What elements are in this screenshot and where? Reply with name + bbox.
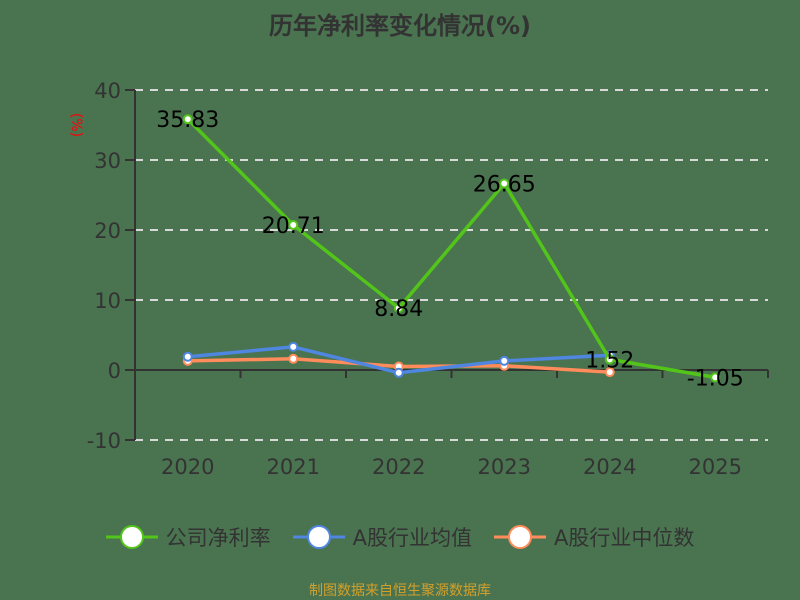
- legend-item-industry-median[interactable]: A股行业中位数: [494, 522, 694, 552]
- data-label: 8.84: [374, 297, 423, 322]
- legend-marker-industry-median-icon: [494, 525, 546, 549]
- legend-marker-company-icon: [105, 525, 158, 549]
- data-label: -1.05: [687, 366, 744, 391]
- y-tick-label: 20: [94, 219, 121, 243]
- x-tick-label: 2022: [372, 455, 425, 479]
- chart-title: 历年净利率变化情况(%): [269, 12, 531, 40]
- legend-label: A股行业中位数: [554, 526, 695, 550]
- x-tick-label: 2021: [267, 455, 320, 479]
- data-point: [393, 303, 404, 314]
- legend-item-industry-avg[interactable]: A股行业均值: [292, 522, 472, 552]
- data-source-note: 制图数据来自恒生聚源数据库: [309, 583, 491, 599]
- data-point: [393, 367, 404, 378]
- x-tick-label: 2020: [161, 455, 214, 479]
- data-point: [288, 353, 299, 364]
- data-label: 1.52: [585, 348, 634, 373]
- y-tick-label: 30: [94, 149, 121, 173]
- data-point: [182, 351, 193, 362]
- data-point: [288, 220, 299, 231]
- series-line-0: [186, 117, 716, 380]
- data-point: [499, 178, 510, 189]
- legend-item-company[interactable]: 公司净利率: [105, 522, 271, 552]
- legend-marker-industry-avg-icon: [292, 525, 345, 549]
- legend: 公司净利率 A股行业均值 A股行业中位数: [0, 522, 800, 552]
- data-point: [604, 354, 615, 365]
- x-tick-label: 2024: [583, 455, 636, 479]
- data-point: [288, 341, 299, 352]
- y-tick-label: -10: [87, 429, 121, 453]
- data-point: [604, 367, 615, 378]
- data-label: 26.65: [473, 172, 536, 197]
- y-tick-label: 40: [94, 79, 121, 103]
- y-tick-label: 0: [108, 359, 121, 383]
- y-axis-unit-label: (%): [68, 113, 84, 137]
- data-label: 20.71: [262, 214, 325, 239]
- legend-label: 公司净利率: [165, 526, 271, 550]
- data-point: [499, 355, 510, 366]
- x-tick-label: 2023: [478, 455, 531, 479]
- data-point: [710, 372, 721, 383]
- y-tick-label: 10: [94, 289, 121, 313]
- data-label: 35.83: [156, 108, 219, 133]
- legend-label: A股行业均值: [352, 526, 472, 550]
- data-point: [182, 114, 193, 125]
- x-tick-label: 2025: [689, 455, 742, 479]
